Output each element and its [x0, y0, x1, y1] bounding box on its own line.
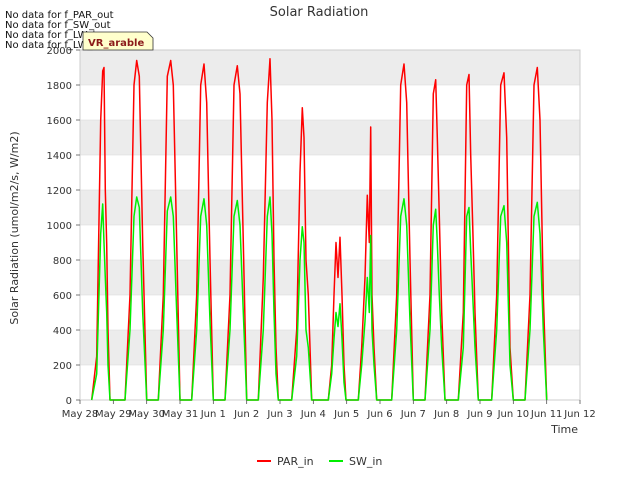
plot-band	[80, 260, 580, 295]
nodata-note-par-out: No data for f_PAR_out	[5, 10, 114, 21]
series-line-sw-in	[90, 196, 548, 401]
y-tick-label: 200	[53, 361, 72, 372]
x-tick-label: May 31	[162, 409, 199, 420]
site-badge: VR_arable	[82, 31, 154, 51]
x-tick-label: Jun 1	[200, 409, 226, 420]
plot-band	[80, 330, 580, 365]
legend-label-sw-in: SW_in	[349, 455, 382, 468]
y-tick-label: 0	[66, 396, 72, 407]
plot-band	[80, 85, 580, 120]
x-tick-label: Jun 7	[400, 409, 426, 420]
y-axis-label: Solar Radiation (umol/m2/s, W/m2)	[8, 131, 21, 324]
plot-band	[80, 50, 580, 85]
legend: PAR_in SW_in	[257, 455, 382, 468]
y-tick-label: 2000	[47, 46, 72, 57]
x-tick-label: Jun 9	[466, 409, 492, 420]
nodata-note-lw-out: No data for f_LW_out	[5, 40, 109, 51]
nodata-note-lw-in: No data for f_LW_in	[5, 30, 102, 41]
x-tick-label: Jun 3	[266, 409, 292, 420]
x-tick-label: Jun 2	[233, 409, 259, 420]
x-tick-label: Jun 5	[333, 409, 359, 420]
y-tick-label: 1400	[47, 151, 72, 162]
x-tick-label: May 28	[62, 409, 99, 420]
plot-band	[80, 190, 580, 225]
y-tick-label: 1800	[47, 81, 72, 92]
y-tick-label: 1000	[47, 221, 72, 232]
y-tick-label: 1600	[47, 116, 72, 127]
nodata-note-sw-out: No data for f_SW_out	[5, 20, 111, 31]
y-tick-label: 800	[53, 256, 72, 267]
legend-label-par-in: PAR_in	[277, 455, 314, 468]
plot-band	[80, 295, 580, 330]
y-tick-label: 600	[53, 291, 72, 302]
x-tick-label: Jun 4	[300, 409, 326, 420]
x-tick-label: May 30	[128, 409, 165, 420]
no-data-notes: No data for f_PAR_out No data for f_SW_o…	[5, 10, 114, 51]
plot-band	[80, 120, 580, 155]
x-tick-label: Jun 6	[366, 409, 392, 420]
series-layer	[90, 58, 548, 401]
x-tick-label: Jun 11	[530, 409, 563, 420]
x-tick-label: May 29	[95, 409, 132, 420]
plot-band	[80, 225, 580, 260]
x-tick-label: Jun 10	[497, 409, 530, 420]
y-tick-label: 1200	[47, 186, 72, 197]
x-tick-label: Jun 8	[433, 409, 459, 420]
chart-title: Solar Radiation	[270, 5, 369, 20]
site-badge-box	[82, 31, 154, 51]
x-axis-label: Time	[550, 423, 578, 436]
plot-band	[80, 155, 580, 190]
x-tick-label: Jun 12	[563, 409, 596, 420]
y-tick-label: 400	[53, 326, 72, 337]
y-axis-ticks: 0 200 400 600 800 1000 1200 1400 1600 1800 2000	[47, 46, 80, 407]
site-badge-label: VR_arable	[88, 38, 144, 49]
